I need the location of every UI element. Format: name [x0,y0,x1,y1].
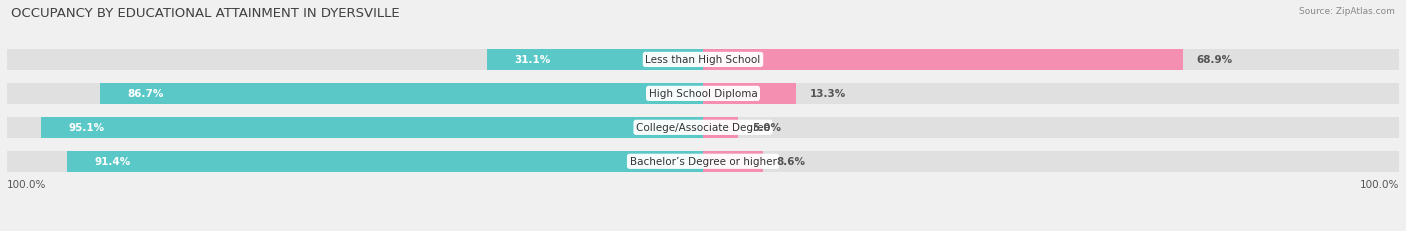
Bar [41,117,703,138]
Text: 100.0%: 100.0% [1360,179,1399,189]
Text: 86.7%: 86.7% [128,89,165,99]
Bar [7,151,1399,172]
Bar [7,50,1399,71]
Text: 95.1%: 95.1% [69,123,105,133]
Bar [486,50,703,71]
Bar [7,117,1399,138]
Bar [703,83,796,104]
Text: OCCUPANCY BY EDUCATIONAL ATTAINMENT IN DYERSVILLE: OCCUPANCY BY EDUCATIONAL ATTAINMENT IN D… [11,7,399,20]
Text: Source: ZipAtlas.com: Source: ZipAtlas.com [1299,7,1395,16]
Bar [703,50,1182,71]
Bar [67,151,703,172]
Text: 68.9%: 68.9% [1197,55,1233,65]
Text: 13.3%: 13.3% [810,89,846,99]
Text: 100.0%: 100.0% [7,179,46,189]
Bar [703,151,763,172]
Text: Bachelor’s Degree or higher: Bachelor’s Degree or higher [630,157,776,167]
Text: College/Associate Degree: College/Associate Degree [636,123,770,133]
Text: 5.0%: 5.0% [752,123,780,133]
Bar [7,83,1399,104]
Text: 31.1%: 31.1% [515,55,551,65]
Text: 8.6%: 8.6% [776,157,806,167]
Bar [703,117,738,138]
Text: High School Diploma: High School Diploma [648,89,758,99]
Text: Less than High School: Less than High School [645,55,761,65]
Text: 91.4%: 91.4% [94,157,131,167]
Bar [100,83,703,104]
